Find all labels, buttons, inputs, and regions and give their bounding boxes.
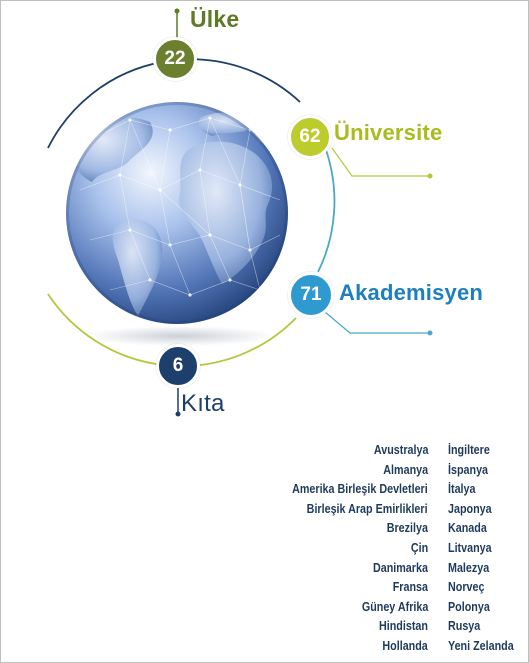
country-row: Brezilya Kanada bbox=[0, 521, 529, 541]
stat-value-ulke: 22 bbox=[164, 48, 186, 69]
country-row: Birleşik Arap Emirlikleri Japonya bbox=[0, 502, 529, 522]
orbit-arc-right bbox=[317, 149, 336, 273]
country-right: Rusya bbox=[448, 619, 481, 634]
country-right: Yeni Zelanda bbox=[448, 639, 514, 653]
orbit-graphic bbox=[47, 8, 433, 417]
country-row: Avustralya İngiltere bbox=[0, 443, 529, 463]
country-left: Fransa bbox=[392, 580, 428, 595]
country-left: Amerika Birleşik Devletleri bbox=[292, 482, 428, 497]
country-left: Almanya bbox=[383, 462, 428, 477]
connector-dot-kita bbox=[175, 411, 181, 417]
stat-circle-universite: 62 bbox=[288, 115, 332, 159]
stat-label-universite: Üniversite bbox=[334, 120, 443, 145]
country-left: Güney Afrika bbox=[361, 599, 428, 614]
country-row: Amerika Birleşik Devletleri İtalya bbox=[0, 482, 529, 502]
country-row: Çin Litvanya bbox=[0, 541, 529, 561]
country-right: İspanya bbox=[448, 462, 489, 477]
country-right: Norveç bbox=[448, 580, 485, 595]
country-row: Güney Afrika Polonya bbox=[0, 600, 529, 620]
stat-circle-akademisyen: 71 bbox=[288, 272, 334, 318]
country-right: Kanada bbox=[448, 521, 487, 536]
connector-univ bbox=[331, 147, 430, 177]
country-row: Hindistan Rusya bbox=[0, 619, 529, 639]
country-right: Japonya bbox=[448, 501, 492, 516]
country-left: Hollanda bbox=[382, 639, 428, 653]
globe-icon bbox=[66, 102, 288, 324]
connector-akad bbox=[324, 311, 430, 334]
country-right: Litvanya bbox=[448, 541, 492, 555]
stat-circle-kita: 6 bbox=[156, 344, 200, 388]
country-left: Çin bbox=[410, 541, 428, 555]
country-row: Almanya İspanya bbox=[0, 463, 529, 483]
connector-dot-akad bbox=[427, 330, 433, 336]
country-left: Hindistan bbox=[379, 619, 428, 634]
connector-dot-univ bbox=[427, 173, 433, 179]
country-row: Danimarka Malezya bbox=[0, 561, 529, 581]
country-row: Fransa Norveç bbox=[0, 580, 529, 600]
stat-label-akademisyen: Akademisyen bbox=[339, 280, 484, 305]
stat-value-kita: 6 bbox=[172, 355, 184, 376]
globe-shadow bbox=[85, 326, 275, 346]
country-left: Avustralya bbox=[373, 443, 428, 457]
stat-value-akademisyen: 71 bbox=[300, 284, 322, 305]
country-left: Brezilya bbox=[386, 521, 428, 536]
stat-circle-ulke: 22 bbox=[153, 37, 197, 81]
country-right: Malezya bbox=[448, 560, 490, 575]
country-right: İngiltere bbox=[448, 443, 490, 457]
country-row: Hollanda Yeni Zelanda bbox=[0, 639, 529, 659]
connector-dot-ulke bbox=[174, 8, 180, 14]
stat-label-kita: Kıta bbox=[181, 390, 225, 417]
country-right: İtalya bbox=[448, 482, 476, 497]
country-right: Polonya bbox=[448, 599, 490, 614]
stat-label-ulke: Ülke bbox=[190, 6, 240, 32]
country-left: Danimarka bbox=[373, 560, 428, 575]
country-left: Birleşik Arap Emirlikleri bbox=[307, 501, 428, 516]
stat-value-universite: 62 bbox=[299, 126, 321, 147]
